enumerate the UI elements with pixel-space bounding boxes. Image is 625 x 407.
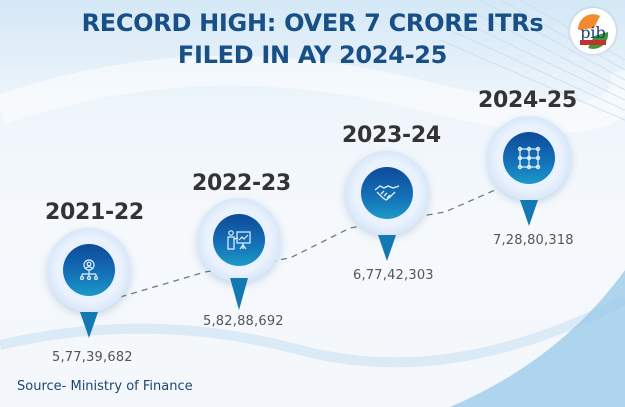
value-label: 5,77,39,682 bbox=[52, 350, 133, 365]
title-line-1: RECORD HIGH: OVER 7 CRORE ITRs bbox=[81, 9, 544, 37]
year-label: 2023-24 bbox=[342, 123, 441, 148]
year-label: 2024-25 bbox=[478, 88, 577, 113]
value-label: 5,82,88,692 bbox=[203, 314, 284, 329]
value-label: 6,77,42,303 bbox=[353, 268, 434, 283]
network-person-icon bbox=[79, 259, 99, 281]
handshake-icon bbox=[374, 185, 400, 201]
value-label: 7,28,80,318 bbox=[493, 233, 574, 248]
pib-logo: pib bbox=[570, 8, 616, 54]
presentation-chart-icon bbox=[227, 230, 251, 250]
source-note: Source- Ministry of Finance bbox=[17, 379, 193, 394]
year-label: 2021-22 bbox=[45, 200, 144, 225]
year-label: 2022-23 bbox=[192, 171, 291, 196]
svg-text:pib: pib bbox=[580, 23, 606, 42]
grid-network-icon bbox=[517, 146, 541, 170]
title-line-2: FILED IN AY 2024-25 bbox=[177, 41, 448, 69]
